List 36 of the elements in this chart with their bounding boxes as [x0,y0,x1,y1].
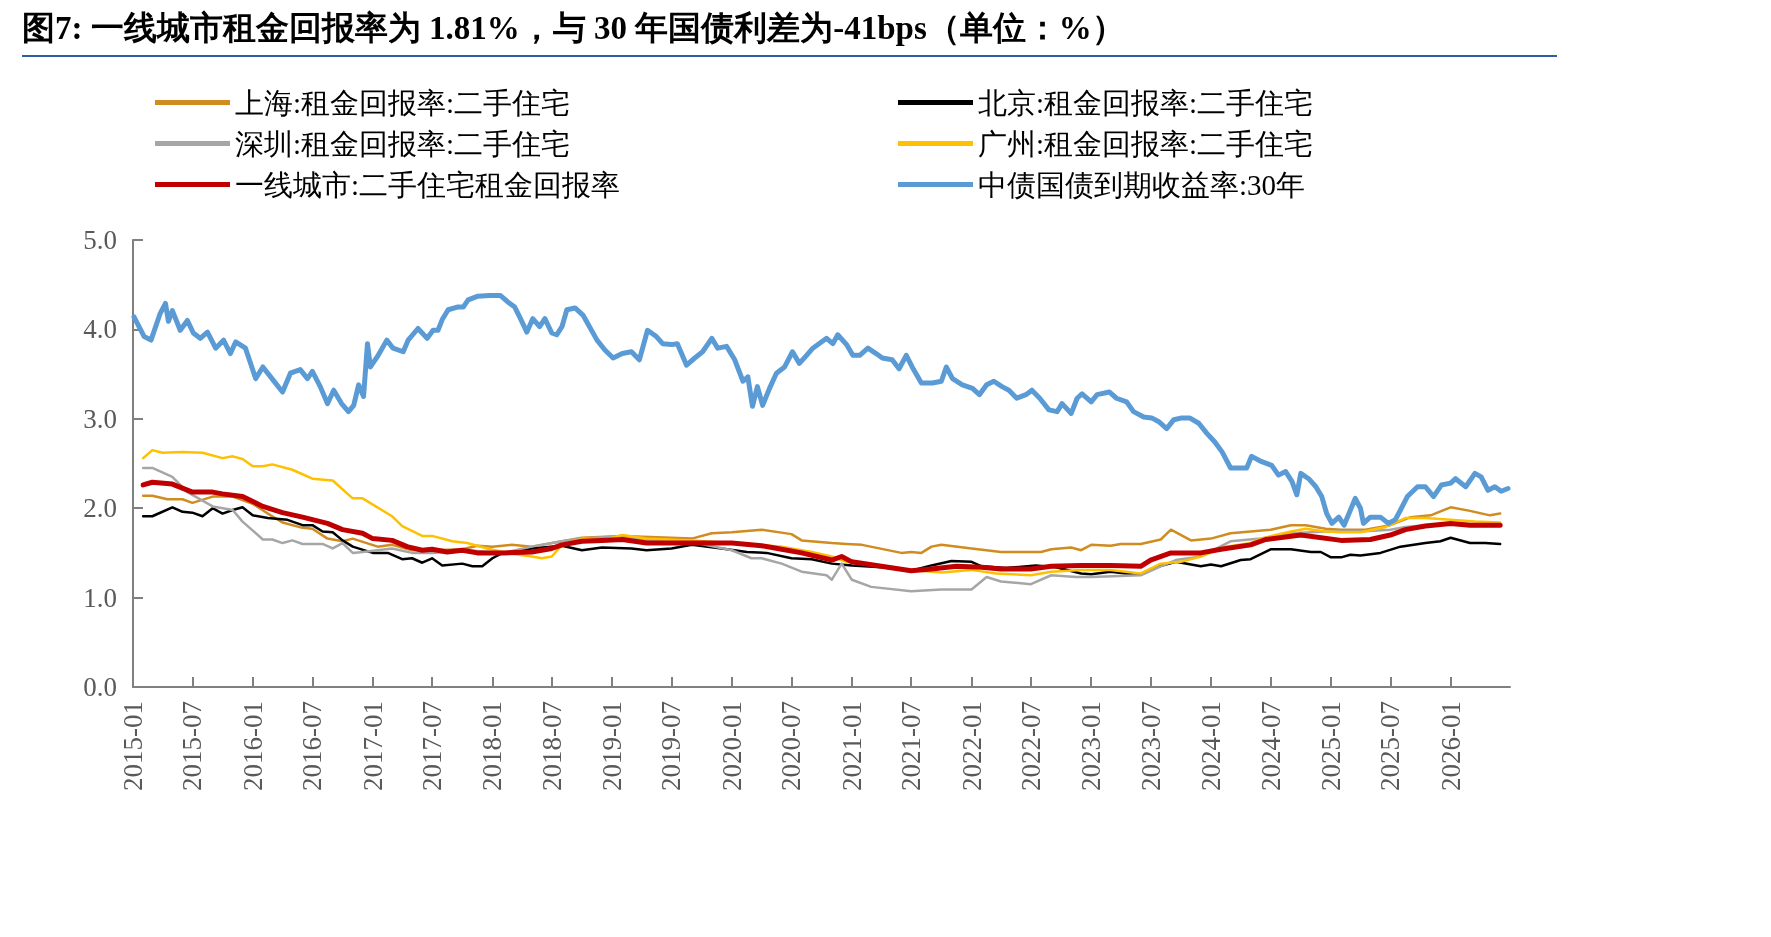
x-tick-label: 2019-01 [597,701,628,791]
y-tick-label: 1.0 [83,582,117,613]
x-tick-label: 2023-01 [1076,701,1107,791]
x-tick-label: 2024-01 [1195,701,1226,791]
x-tick-label: 2018-07 [536,701,567,791]
x-tick-label: 2016-07 [297,701,328,791]
y-tick-label: 5.0 [83,225,117,255]
x-tick-label: 2025-07 [1375,701,1406,791]
x-tick-label: 2023-07 [1135,701,1166,791]
legend-label: 上海:租金回报率:二手住宅 [235,86,571,119]
legend-label: 北京:租金回报率:二手住宅 [978,86,1314,119]
x-tick-label: 2020-01 [716,701,747,791]
y-tick-label: 4.0 [83,314,117,345]
x-tick-label: 2019-07 [656,701,687,791]
x-tick-label: 2021-07 [896,701,927,791]
x-tick-label: 2015-07 [177,701,208,791]
legend-label: 深圳:租金回报率:二手住宅 [235,127,571,160]
y-tick-label: 0.0 [83,672,117,702]
x-tick-label: 2026-01 [1435,701,1466,791]
x-tick-label: 2015-01 [118,701,148,791]
x-tick-label: 2017-01 [357,701,388,791]
legend-label: 广州:租金回报率:二手住宅 [978,127,1314,160]
x-tick-label: 2024-07 [1255,701,1286,791]
x-tick-label: 2021-01 [836,701,867,791]
chart-title: 图7: 一线城市租金回报率为 1.81%，与 30 年国债利差为-41bps（单位：%） [22,6,1557,57]
x-tick-label: 2016-01 [237,701,268,791]
x-tick-label: 2018-01 [477,701,508,791]
x-tick-label: 2017-07 [417,701,448,791]
x-tick-label: 2020-07 [776,701,807,791]
legend-label: 一线城市:二手住宅租金回报率 [235,168,621,201]
x-tick-label: 2025-01 [1315,701,1346,791]
legend-label: 中债国债到期收益率:30年 [978,168,1306,201]
x-tick-label: 2022-01 [956,701,987,791]
y-tick-label: 3.0 [83,403,117,434]
x-tick-label: 2022-07 [1015,701,1046,791]
y-tick-label: 2.0 [83,493,117,524]
